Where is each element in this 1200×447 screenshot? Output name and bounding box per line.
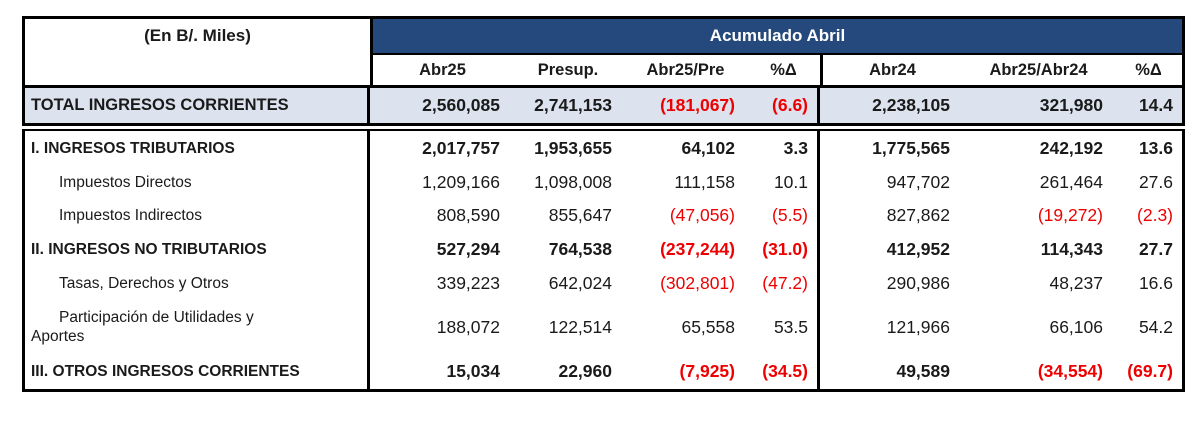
cell-abr25-pre: (181,067) [660,95,735,115]
cell-abr25: 339,223 [436,273,500,293]
table-row: Tasas, Derechos y Otros 339,223 642,024 (30… [25,267,1182,300]
cell-abr25-pre: (47,056) [669,205,735,225]
cell-abr24: 412,952 [817,232,959,267]
cell-pct-delta-1: 10.1 [773,172,808,192]
total-row-box: TOTAL INGRESOS CORRIENTES 2,560,085 2,741,… [22,88,1185,126]
cell-pct-delta-2: 16.6 [1138,273,1173,293]
row-label: TOTAL INGRESOS CORRIENTES [25,88,370,123]
cell-abr24: 121,966 [817,300,959,354]
cell-abr25-abr24: 48,237 [1049,273,1103,293]
cell-pct-delta-2: 54.2 [1138,316,1173,337]
cell-pct-delta-1: 53.5 [773,316,808,337]
cell-pct-delta-1: 3.3 [783,138,808,158]
cell-abr24: 947,702 [817,166,959,199]
cell-abr25-abr24: 66,106 [1049,316,1103,337]
table-row: III. OTROS INGRESOS CORRIENTES 15,034 22,9… [25,354,1182,389]
cell-pct-delta-1: (31.0) [762,239,808,259]
row-label: II. INGRESOS NO TRIBUTARIOS [25,232,370,267]
cell-abr25-abr24: 114,343 [1040,239,1103,259]
cell-pct-delta-1: (47.2) [762,273,808,293]
row-label: Impuestos Indirectos [25,199,370,232]
row-label: I. INGRESOS TRIBUTARIOS [25,131,370,166]
cell-pct-delta-1: (5.5) [772,205,808,225]
cell-abr25: 808,590 [436,205,500,225]
cell-abr25-abr24: 261,464 [1039,172,1103,192]
cell-abr24: 827,862 [817,199,959,232]
cell-presup: 855,647 [548,205,612,225]
cell-abr25: 15,034 [446,361,500,381]
table-row: Impuestos Indirectos 808,590 855,647 (47,05… [25,199,1182,232]
table-row: Participación de Utilidades y Aportes 188… [25,300,1182,354]
cell-abr25: 2,017,757 [422,138,500,158]
unit-label: (En B/. Miles) [25,19,373,85]
table-row: I. INGRESOS TRIBUTARIOS 2,017,757 1,953,65… [25,131,1182,166]
col-header-abr25-abr24: Abr25/Abr24 [989,60,1088,79]
cell-abr25-abr24: (34,554) [1037,361,1103,381]
row-label: Impuestos Directos [25,166,370,199]
column-header-row: Abr25 Presup. Abr25/Pre %Δ Abr24 Abr25/A… [373,55,1182,85]
cell-pct-delta-2: (2.3) [1137,205,1173,225]
cell-pct-delta-2: 13.6 [1138,138,1173,158]
col-header-abr24: Abr24 [820,55,962,85]
cell-pct-delta-2: 27.7 [1138,239,1173,259]
cell-abr25-pre: (302,801) [660,273,735,293]
cell-abr25-abr24: 242,192 [1039,138,1103,158]
col-header-pct-delta-2: %Δ [1135,60,1162,79]
cell-presup: 22,960 [558,361,612,381]
cell-abr25: 527,294 [436,239,500,259]
cell-pct-delta-2: 14.4 [1138,95,1173,115]
table-row: II. INGRESOS NO TRIBUTARIOS 527,294 764,53… [25,232,1182,267]
col-header-abr25-pre: Abr25/Pre [646,60,725,79]
cell-abr25-abr24: (19,272) [1037,205,1103,225]
cell-presup: 1,953,655 [534,138,612,158]
cell-pct-delta-2: (69.7) [1127,361,1173,381]
cell-pct-delta-1: (34.5) [762,361,808,381]
cell-abr25: 188,072 [436,316,500,337]
cell-pct-delta-2: 27.6 [1138,172,1173,192]
cell-abr24: 1,775,565 [817,131,959,166]
cell-abr24: 290,986 [817,267,959,300]
cell-abr25: 1,209,166 [422,172,500,192]
cell-abr25-pre: (7,925) [679,361,735,381]
cell-abr25-pre: 65,558 [681,316,735,337]
group-header: Acumulado Abril [373,19,1182,55]
cell-abr24: 2,238,105 [817,88,959,123]
cell-presup: 1,098,008 [534,172,612,192]
cell-presup: 122,514 [548,316,612,337]
col-header-pct-delta-1: %Δ [770,60,797,79]
cell-presup: 2,741,153 [534,95,612,115]
row-label: Participación de Utilidades y Aportes [25,300,370,354]
cell-abr25-pre: (237,244) [660,239,735,259]
cell-presup: 764,538 [548,239,612,259]
row-label: Tasas, Derechos y Otros [25,267,370,300]
cell-abr25-pre: 64,102 [681,138,735,158]
table-header: (En B/. Miles) Acumulado Abril Abr25 Pre… [22,16,1185,88]
detail-rows-box: I. INGRESOS TRIBUTARIOS 2,017,757 1,953,65… [22,129,1185,392]
cell-abr25-pre: 111,158 [674,172,735,192]
cell-abr25: 2,560,085 [422,95,500,115]
header-right: Acumulado Abril Abr25 Presup. Abr25/Pre … [373,19,1182,85]
col-header-abr25: Abr25 [419,60,466,79]
income-statement-table: (En B/. Miles) Acumulado Abril Abr25 Pre… [22,16,1185,392]
cell-abr24: 49,589 [817,354,959,389]
cell-abr25-abr24: 321,980 [1039,95,1103,115]
row-label: III. OTROS INGRESOS CORRIENTES [25,354,370,389]
table-row: Impuestos Directos 1,209,166 1,098,008 111,… [25,166,1182,199]
total-row: TOTAL INGRESOS CORRIENTES 2,560,085 2,741,… [25,88,1182,123]
cell-pct-delta-1: (6.6) [772,95,808,115]
col-header-presup: Presup. [537,60,599,79]
cell-presup: 642,024 [548,273,612,293]
